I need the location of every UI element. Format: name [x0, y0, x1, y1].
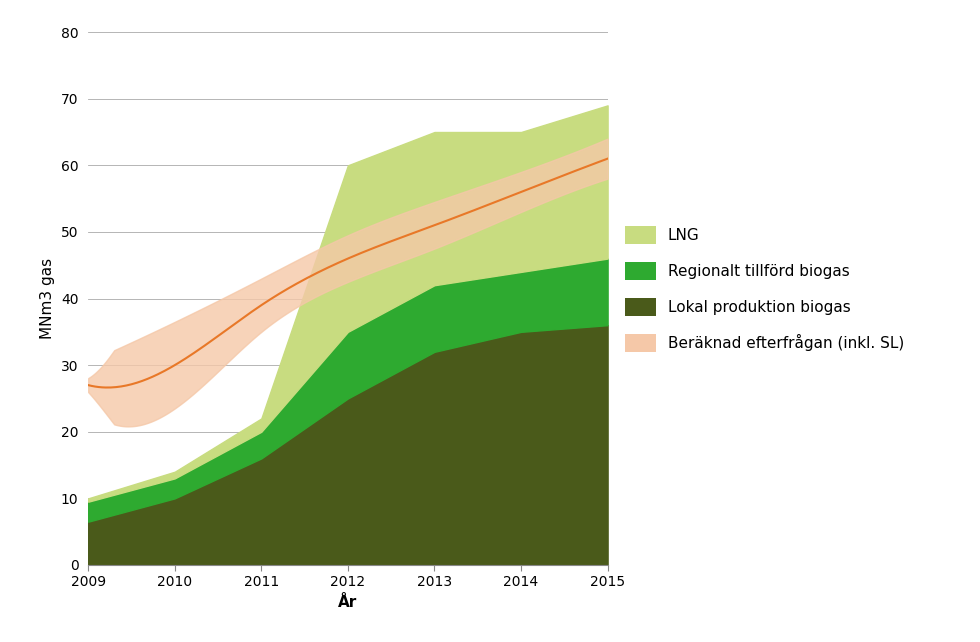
X-axis label: År: År: [338, 595, 358, 610]
Legend: LNG, Regionalt tillförd biogas, Lokal produktion biogas, Beräknad efterfrågan (i: LNG, Regionalt tillförd biogas, Lokal pr…: [625, 226, 905, 352]
Y-axis label: MNm3 gas: MNm3 gas: [40, 258, 55, 339]
